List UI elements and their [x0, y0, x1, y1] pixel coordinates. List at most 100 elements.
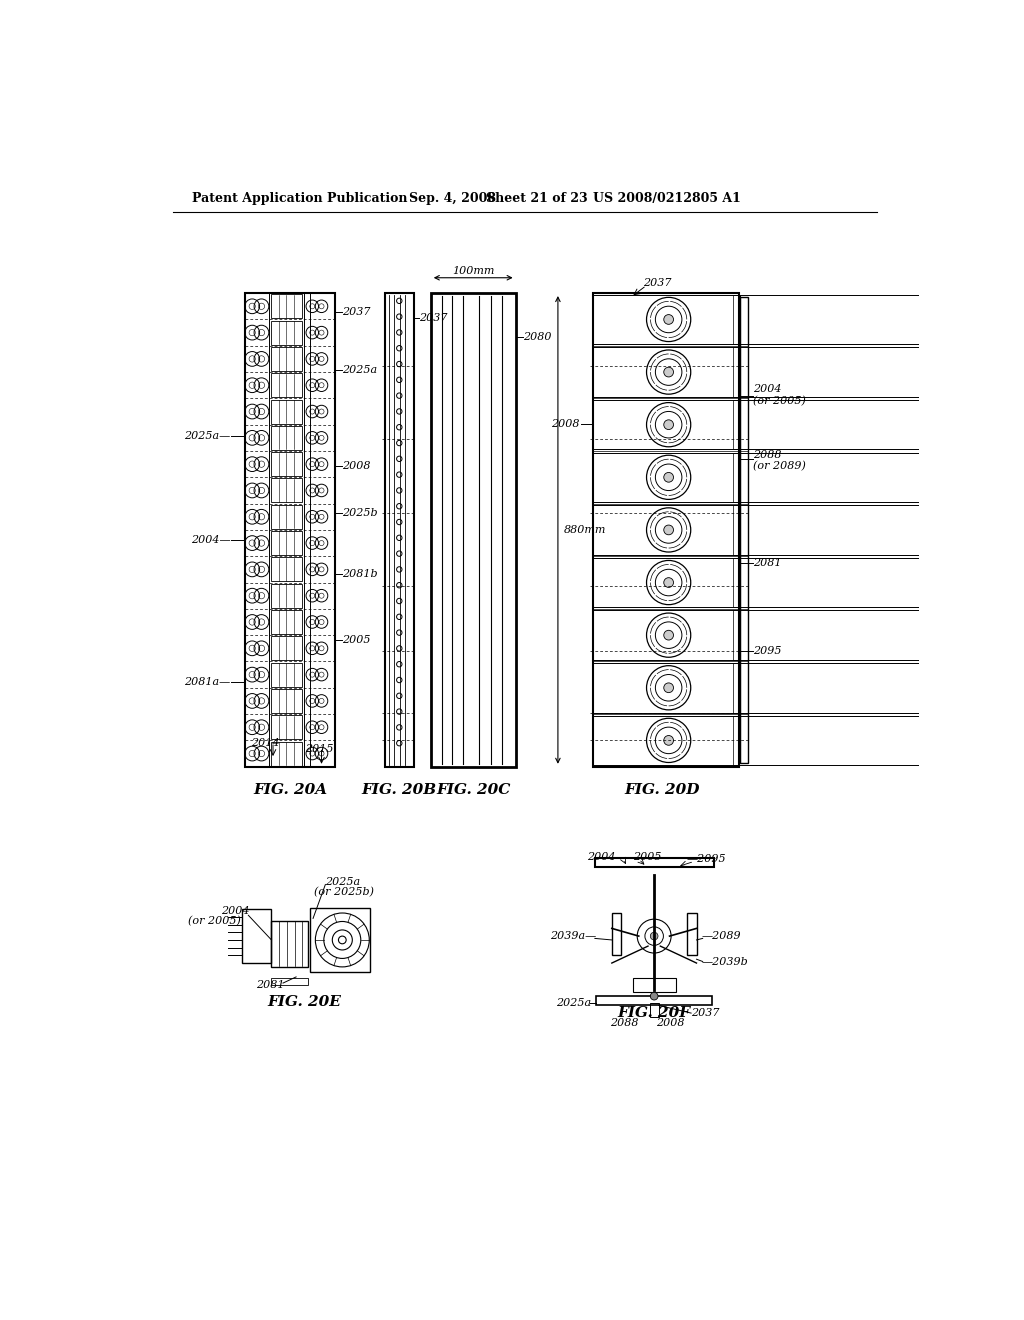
Bar — [593, 506, 1024, 554]
Circle shape — [650, 932, 658, 940]
Bar — [633, 978, 676, 993]
Text: 2095: 2095 — [753, 647, 781, 656]
Text: 2025a: 2025a — [556, 998, 591, 1008]
Bar — [270, 663, 302, 686]
Text: Sep. 4, 2008: Sep. 4, 2008 — [410, 191, 497, 205]
Text: 2025b: 2025b — [342, 508, 378, 517]
Bar — [270, 294, 302, 318]
Text: 2037: 2037 — [643, 279, 671, 288]
Text: 100mm: 100mm — [452, 265, 495, 276]
Circle shape — [664, 735, 674, 746]
Text: 2005: 2005 — [342, 635, 371, 644]
Bar — [270, 374, 302, 397]
Bar — [310, 908, 370, 973]
Bar — [270, 478, 302, 503]
Text: FIG. 20F: FIG. 20F — [617, 1006, 691, 1020]
Text: FIG. 20D: FIG. 20D — [624, 783, 699, 797]
Bar — [593, 293, 739, 767]
Text: 2005: 2005 — [634, 851, 662, 862]
Bar — [593, 558, 1024, 607]
Text: 2081: 2081 — [753, 557, 781, 568]
Bar — [270, 715, 302, 739]
Text: 2037: 2037 — [419, 313, 447, 323]
Circle shape — [664, 578, 674, 587]
Bar — [733, 610, 739, 660]
Text: —2089: —2089 — [701, 931, 741, 941]
Text: 2025a: 2025a — [326, 878, 360, 887]
Text: 2004: 2004 — [587, 851, 615, 862]
Bar — [593, 610, 1024, 660]
Text: Patent Application Publication: Patent Application Publication — [193, 191, 408, 205]
Bar — [733, 715, 739, 766]
Bar — [733, 453, 739, 502]
Text: —2039b: —2039b — [701, 957, 749, 966]
Circle shape — [664, 473, 674, 482]
Text: FIG. 20B: FIG. 20B — [361, 783, 437, 797]
Bar — [593, 400, 1024, 449]
Bar — [687, 913, 696, 956]
Text: 2037: 2037 — [691, 1008, 720, 1018]
Text: (or 2005): (or 2005) — [753, 396, 806, 407]
Bar — [270, 610, 302, 634]
Bar — [270, 531, 302, 556]
Circle shape — [664, 314, 674, 325]
Text: (or 2005): (or 2005) — [187, 916, 241, 925]
Text: 2039a—: 2039a— — [550, 931, 596, 941]
Bar — [733, 294, 739, 345]
Text: FIG. 20C: FIG. 20C — [436, 783, 510, 797]
Bar — [270, 321, 302, 345]
Text: US 2008/0212805 A1: US 2008/0212805 A1 — [593, 191, 740, 205]
Text: 2025a: 2025a — [342, 366, 378, 375]
Bar — [649, 1003, 658, 1016]
Circle shape — [664, 630, 674, 640]
Text: 2014: 2014 — [251, 738, 280, 748]
Bar — [593, 715, 1024, 766]
Bar — [270, 347, 302, 371]
Text: 2004: 2004 — [753, 384, 781, 395]
Bar — [611, 913, 621, 956]
Text: 2080: 2080 — [523, 333, 552, 342]
Text: 2004: 2004 — [221, 906, 250, 916]
Bar — [270, 689, 302, 713]
Bar — [270, 557, 302, 581]
Bar — [270, 504, 302, 529]
Bar — [733, 347, 739, 397]
Bar — [245, 293, 335, 767]
Text: 2025a—: 2025a— — [184, 430, 230, 441]
Circle shape — [664, 682, 674, 693]
Bar — [593, 347, 1024, 397]
Text: FIG. 20A: FIG. 20A — [253, 783, 327, 797]
Bar — [270, 400, 302, 424]
Bar — [733, 558, 739, 607]
Circle shape — [664, 525, 674, 535]
Bar — [270, 742, 302, 766]
Bar — [733, 663, 739, 713]
Text: 2088: 2088 — [610, 1018, 639, 1028]
Circle shape — [650, 993, 658, 1001]
Text: 2081a—: 2081a— — [184, 677, 230, 686]
Text: 2037: 2037 — [342, 308, 371, 317]
Text: 2008: 2008 — [551, 418, 580, 429]
Text: —2095: —2095 — [686, 854, 726, 865]
Text: 2088: 2088 — [753, 450, 781, 459]
Text: 2008: 2008 — [655, 1018, 684, 1028]
Bar — [733, 506, 739, 554]
Text: FIG. 20E: FIG. 20E — [267, 994, 341, 1008]
Bar — [270, 583, 302, 607]
Bar — [271, 978, 307, 985]
Text: 2008: 2008 — [342, 462, 371, 471]
Text: (or 2089): (or 2089) — [753, 461, 806, 471]
Bar — [733, 400, 739, 449]
Bar — [593, 294, 1024, 345]
Bar — [595, 858, 714, 867]
Bar — [740, 297, 749, 763]
Bar — [243, 909, 271, 964]
Bar — [596, 997, 712, 1006]
Text: 2081: 2081 — [256, 979, 285, 990]
Bar — [431, 293, 515, 767]
Circle shape — [664, 420, 674, 429]
Bar — [593, 663, 1024, 713]
Bar — [593, 453, 1024, 502]
Text: 2015: 2015 — [305, 743, 334, 754]
Bar — [270, 453, 302, 477]
